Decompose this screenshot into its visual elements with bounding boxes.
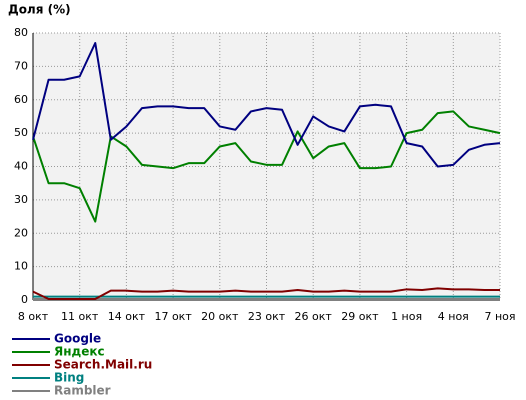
- y-tick-label: 80: [14, 26, 28, 39]
- series-line: [32, 42, 501, 168]
- y-tick-label: 0: [21, 293, 28, 306]
- y-tick-label: 30: [14, 193, 28, 206]
- legend-label: Rambler: [54, 384, 111, 398]
- x-tick-label: 20 окт: [201, 310, 239, 323]
- chart-title: Доля (%): [8, 3, 71, 17]
- x-tick-label: 14 окт: [108, 310, 146, 323]
- legend-label: Search.Mail.ru: [54, 358, 152, 372]
- legend-label: Яндекс: [54, 345, 105, 359]
- x-tick-label: 1 ноя: [391, 310, 422, 323]
- x-tick-label: 7 ноя: [484, 310, 515, 323]
- x-tick-label: 29 окт: [341, 310, 379, 323]
- y-tick-label: 20: [14, 226, 28, 239]
- x-tick-label: 26 окт: [295, 310, 333, 323]
- y-tick-label: 70: [14, 59, 28, 72]
- legend-label: Bing: [54, 371, 84, 385]
- y-tick-label: 10: [14, 260, 28, 273]
- x-tick-label: 4 ноя: [438, 310, 469, 323]
- legend-label: Google: [54, 332, 101, 346]
- y-tick-label: 60: [14, 93, 28, 106]
- y-tick-label: 50: [14, 126, 28, 139]
- series-line: [32, 287, 500, 300]
- x-tick-label: 11 окт: [61, 310, 99, 323]
- x-tick-label: 17 окт: [154, 310, 192, 323]
- x-tick-label: 23 окт: [248, 310, 286, 323]
- x-tick-label: 8 окт: [18, 310, 49, 323]
- y-tick-label: 40: [14, 160, 28, 173]
